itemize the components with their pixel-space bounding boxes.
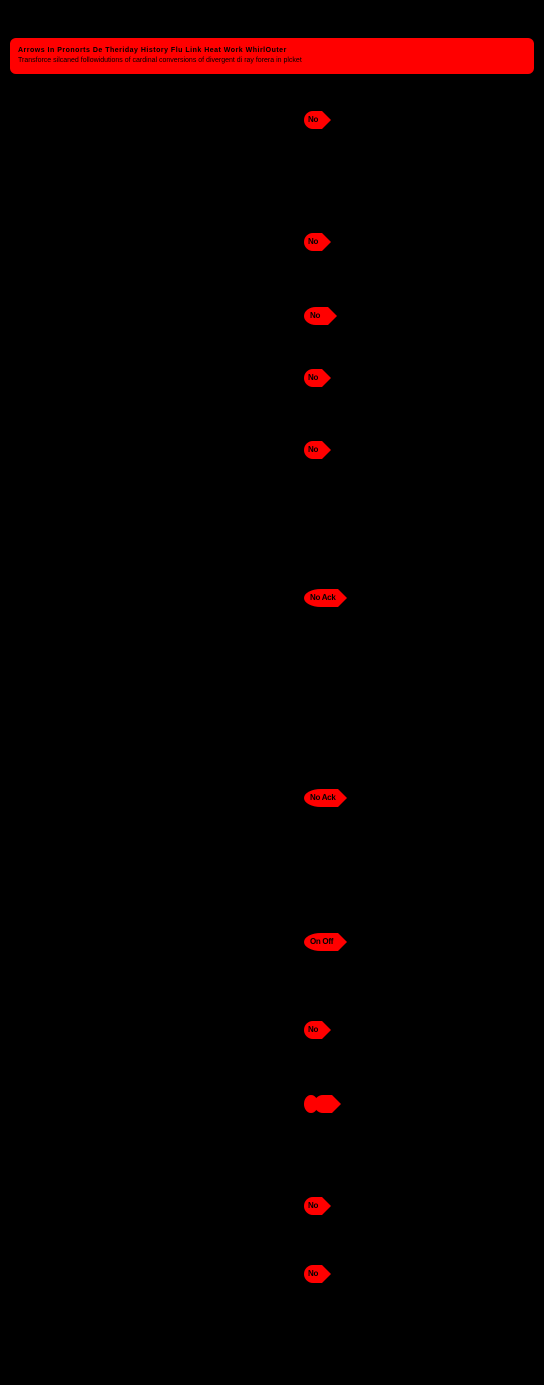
arrow-right-icon — [322, 111, 331, 129]
marker-7: On Off — [304, 932, 347, 952]
marker-1: No — [304, 232, 331, 252]
arrow-right-icon — [322, 441, 331, 459]
marker-label: No — [304, 441, 322, 459]
marker-label: On Off — [304, 933, 338, 951]
arrow-right-icon — [322, 1197, 331, 1215]
marker-6: No Ack — [304, 788, 347, 808]
marker-label: No — [304, 1197, 322, 1215]
arrow-right-icon — [338, 933, 347, 951]
marker-label: No — [304, 233, 322, 251]
marker-11: No — [304, 1264, 331, 1284]
arrow-right-icon — [322, 369, 331, 387]
arrow-right-icon — [328, 307, 337, 325]
arrow-right-icon — [338, 589, 347, 607]
arrow-right-icon — [322, 233, 331, 251]
marker-10: No — [304, 1196, 331, 1216]
marker-2: No — [304, 306, 337, 326]
arrow-right-icon — [322, 1265, 331, 1283]
marker-5: No Ack — [304, 588, 347, 608]
marker-label — [314, 1095, 332, 1113]
marker-3: No — [304, 368, 331, 388]
arrow-right-icon — [338, 789, 347, 807]
marker-label: No Ack — [304, 589, 338, 607]
marker-0: No — [304, 110, 331, 130]
arrow-right-icon — [332, 1095, 341, 1113]
marker-label: No Ack — [304, 789, 338, 807]
marker-label: No — [304, 1021, 322, 1039]
marker-label: No — [304, 111, 322, 129]
marker-label: No — [304, 307, 328, 325]
marker-label: No — [304, 1265, 322, 1283]
marker-4: No — [304, 440, 331, 460]
marker-9 — [304, 1094, 341, 1114]
marker-8: No — [304, 1020, 331, 1040]
arrow-right-icon — [322, 1021, 331, 1039]
marker-label: No — [304, 369, 322, 387]
marker-layer: No No No No No No Ack No Ack On Off No No No — [0, 0, 544, 1385]
